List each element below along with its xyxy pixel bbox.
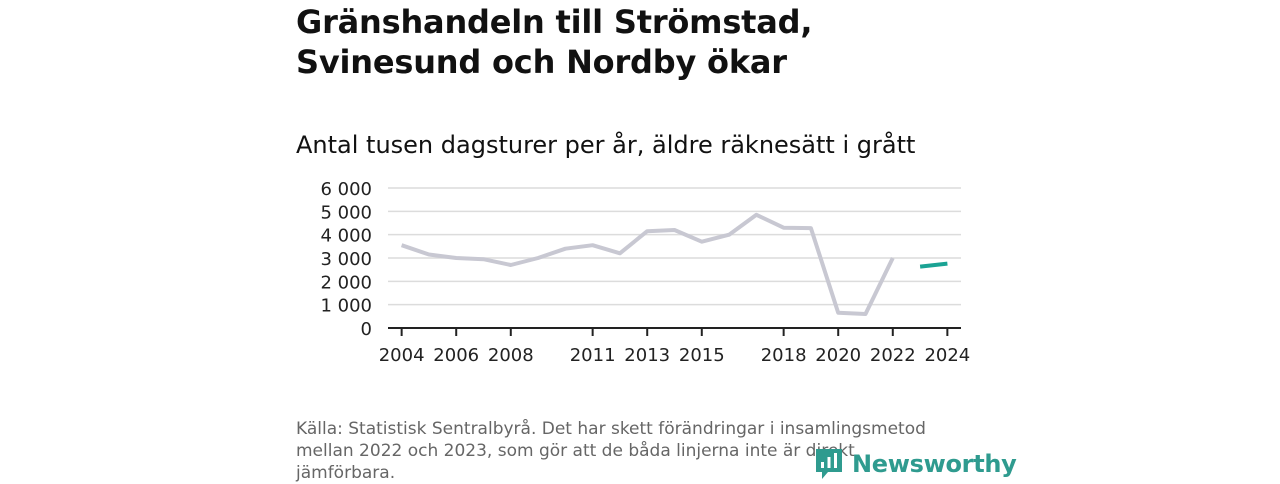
brand-name: Newsworthy: [852, 450, 1017, 478]
x-tick-label: 2011: [570, 345, 616, 366]
chart-subtitle: Antal tusen dagsturer per år, äldre räkn…: [296, 131, 916, 159]
x-tick-label: 2008: [488, 345, 534, 366]
y-tick-label: 0: [361, 319, 372, 340]
y-tick-label: 3 000: [320, 249, 372, 270]
y-tick-label: 1 000: [320, 296, 372, 317]
series-line: [400, 212, 895, 316]
x-tick-label: 2024: [924, 345, 970, 366]
series-lines: [400, 212, 948, 316]
y-tick-label: 6 000: [320, 179, 372, 200]
x-tick-label: 2015: [679, 345, 725, 366]
newsworthy-icon: [816, 449, 842, 479]
y-tick-label: 5 000: [320, 202, 372, 223]
x-tick-label: 2022: [870, 345, 916, 366]
x-tick-label: 2004: [379, 345, 425, 366]
x-tick-label: 2020: [815, 345, 861, 366]
x-tick-label: 2018: [761, 345, 807, 366]
y-tick-label: 4 000: [320, 226, 372, 247]
x-axis: 2004 2006 2008 2011 2013 2015 2018 2020 2022 2024: [379, 327, 970, 366]
grid-lines: [388, 187, 961, 306]
series-line: [919, 261, 948, 269]
newsworthy-logo: Newsworthy: [814, 446, 1017, 482]
x-tick-label: 2006: [433, 345, 479, 366]
y-tick-label: 2 000: [320, 272, 372, 293]
x-tick-label: 2013: [624, 345, 670, 366]
chart-title: Gränshandeln till Strömstad, Svinesund o…: [296, 3, 813, 81]
source-note: Källa: Statistisk Sentralbyrå. Det har s…: [296, 419, 926, 483]
